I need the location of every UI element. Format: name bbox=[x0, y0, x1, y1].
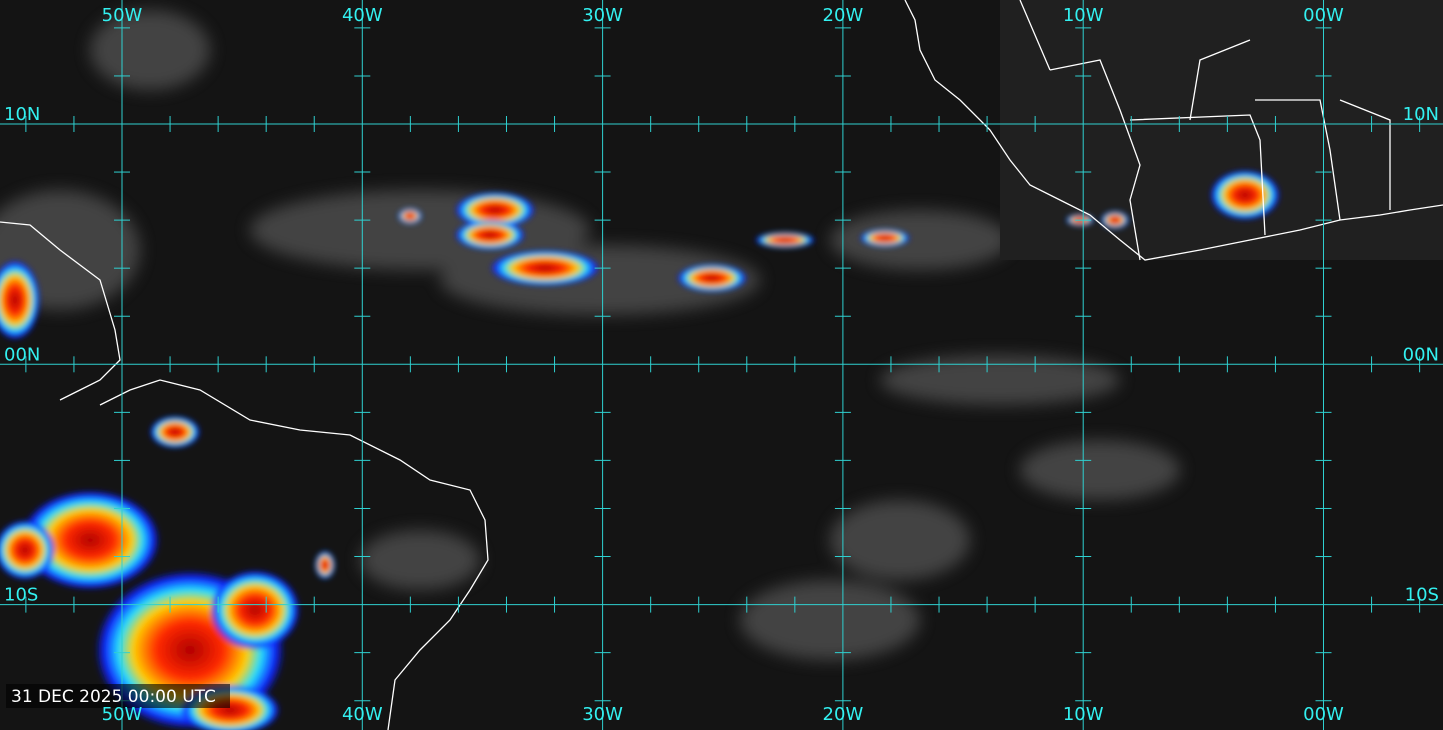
longitude-label-top: 30W bbox=[582, 5, 623, 26]
latitude-label-left: 10N bbox=[4, 104, 40, 125]
longitude-label-top: 50W bbox=[102, 5, 143, 26]
longitude-label-top: 00W bbox=[1303, 5, 1344, 26]
longitude-label-top: 10W bbox=[1063, 5, 1104, 26]
latitude-label-right: 10S bbox=[1405, 585, 1439, 606]
longitude-label-top: 40W bbox=[342, 5, 383, 26]
longitude-label-bottom: 40W bbox=[342, 704, 383, 725]
longitude-label-bottom: 00W bbox=[1303, 704, 1344, 725]
latitude-label-right: 10N bbox=[1403, 104, 1439, 125]
latitude-label-right: 00N bbox=[1403, 344, 1439, 365]
longitude-label-bottom: 10W bbox=[1063, 704, 1104, 725]
longitude-label-bottom: 20W bbox=[823, 704, 864, 725]
storms bbox=[0, 170, 1280, 730]
timestamp-bg bbox=[6, 684, 230, 708]
latitude-label-left: 10S bbox=[4, 585, 38, 606]
longitude-label-top: 20W bbox=[823, 5, 864, 26]
longitude-label-bottom: 30W bbox=[582, 704, 623, 725]
timestamp: 31 DEC 2025 00:00 UTC bbox=[11, 687, 216, 707]
longitude-label-bottom: 50W bbox=[102, 704, 143, 725]
latitude-label-left: 00N bbox=[4, 344, 40, 365]
